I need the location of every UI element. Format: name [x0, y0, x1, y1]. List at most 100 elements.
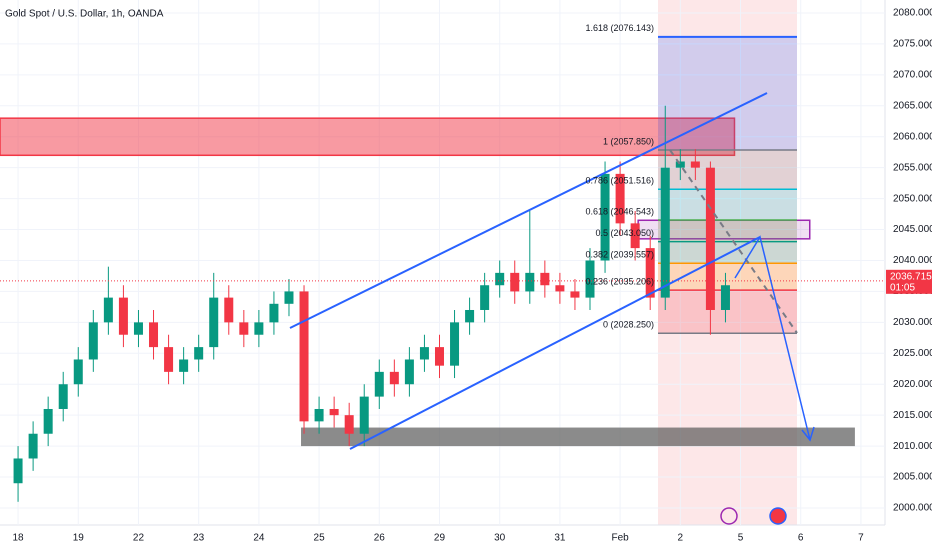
x-tick-label: 5 [738, 533, 744, 544]
channel-lower [349, 236, 761, 450]
candle-body [389, 371, 399, 385]
candle-body [630, 223, 640, 249]
y-tick-label: 2045.000 [893, 224, 932, 235]
candle-body [525, 272, 535, 292]
candle-body [344, 415, 354, 434]
y-tick-label: 2075.000 [893, 39, 932, 50]
y-tick-label: 2015.000 [893, 410, 932, 421]
fib-label: 1 (2057.850) [603, 136, 654, 146]
x-tick-label: 24 [253, 533, 265, 544]
candle-body [133, 322, 143, 335]
candle-body [585, 260, 595, 298]
candle-body [224, 297, 234, 323]
x-tick-label: 29 [434, 533, 446, 544]
candle-body [675, 161, 685, 168]
candle-body [88, 322, 98, 360]
y-tick-label: 2070.000 [893, 70, 932, 81]
y-tick-label: 2025.000 [893, 348, 932, 359]
chart-title: Gold Spot / U.S. Dollar, 1h, OANDA [5, 9, 164, 20]
drawings [289, 92, 815, 525]
arrow-path [734, 235, 811, 441]
candle-body [299, 291, 309, 422]
candle-body [600, 173, 610, 261]
y-tick-label: 2065.000 [893, 100, 932, 111]
fib-label: 1.618 (2076.143) [585, 23, 654, 33]
candle-body [374, 371, 384, 397]
y-tick-label: 2055.000 [893, 162, 932, 173]
candle-body [570, 291, 580, 298]
candle-body [690, 161, 700, 168]
x-tick-label: 7 [858, 533, 864, 544]
x-tick-label: Feb [611, 533, 629, 544]
fib-zone [658, 189, 797, 221]
event-icon[interactable] [720, 507, 738, 525]
candle-body [164, 347, 174, 372]
candle-body [465, 309, 475, 323]
candle-body [359, 396, 369, 434]
fib-zone [658, 36, 797, 151]
fib-label: 0 (2028.250) [603, 320, 654, 330]
x-tick-label: 25 [314, 533, 326, 544]
candle-body [645, 248, 655, 298]
fib-zone [658, 150, 797, 190]
candle-body [615, 173, 625, 224]
candle-body [254, 322, 264, 335]
channel-upper [289, 92, 768, 329]
fib-label: 0.618 (2046.543) [585, 206, 654, 216]
candle-body [13, 458, 23, 484]
fib-label: 0.786 (2051.516) [585, 176, 654, 186]
zone [0, 117, 736, 157]
candle-body [510, 272, 520, 292]
x-tick-label: 30 [494, 533, 506, 544]
candle-body [555, 285, 565, 292]
candle-body [495, 272, 505, 286]
x-tick-label: 26 [374, 533, 386, 544]
y-tick-label: 2040.000 [893, 255, 932, 266]
candle-body [269, 303, 279, 323]
candle-body [329, 408, 339, 416]
candle-body [179, 359, 189, 372]
y-tick-label: 2010.000 [893, 441, 932, 452]
x-tick-label: 23 [193, 533, 205, 544]
candle-body [284, 291, 294, 304]
fib-label: 0.382 (2039.557) [585, 250, 654, 260]
candle-body [660, 167, 670, 298]
x-tick-label: 31 [554, 533, 566, 544]
candle-body [118, 297, 128, 335]
x-tick-label: 19 [73, 533, 85, 544]
event-icon[interactable] [769, 507, 787, 525]
fib-label: 0.5 (2043.050) [595, 228, 654, 238]
candle-body [43, 408, 53, 434]
y-tick-label: 2000.000 [893, 503, 932, 514]
y-tick-label: 2060.000 [893, 131, 932, 142]
dashed-projection [669, 149, 798, 334]
candle-body [419, 347, 429, 360]
fib-label: 0.236 (2035.206) [585, 277, 654, 287]
fib-zone [658, 241, 797, 264]
candle-body [58, 384, 68, 409]
arrow-head [801, 426, 815, 442]
candle-body [404, 359, 414, 385]
candle-body [705, 167, 715, 310]
countdown-label: 01:05 [890, 282, 915, 293]
candle-body [103, 297, 113, 323]
y-tick-label: 2020.000 [893, 379, 932, 390]
candle-body [434, 347, 444, 366]
candle-body [194, 347, 204, 360]
candle-body [239, 322, 249, 335]
fib-zone [658, 220, 797, 242]
candle-body [720, 285, 730, 310]
candle-body [480, 285, 490, 310]
last-price-box [886, 269, 932, 294]
x-tick-label: 18 [12, 533, 24, 544]
x-tick-label: 22 [133, 533, 145, 544]
candle-body [209, 297, 219, 348]
y-tick-label: 2080.000 [893, 8, 932, 19]
y-tick-label: 2050.000 [893, 193, 932, 204]
candle-body [28, 433, 38, 459]
y-tick-label: 2005.000 [893, 472, 932, 483]
candle-body [149, 322, 159, 348]
candle-body [450, 322, 460, 366]
y-tick-label: 2030.000 [893, 317, 932, 328]
